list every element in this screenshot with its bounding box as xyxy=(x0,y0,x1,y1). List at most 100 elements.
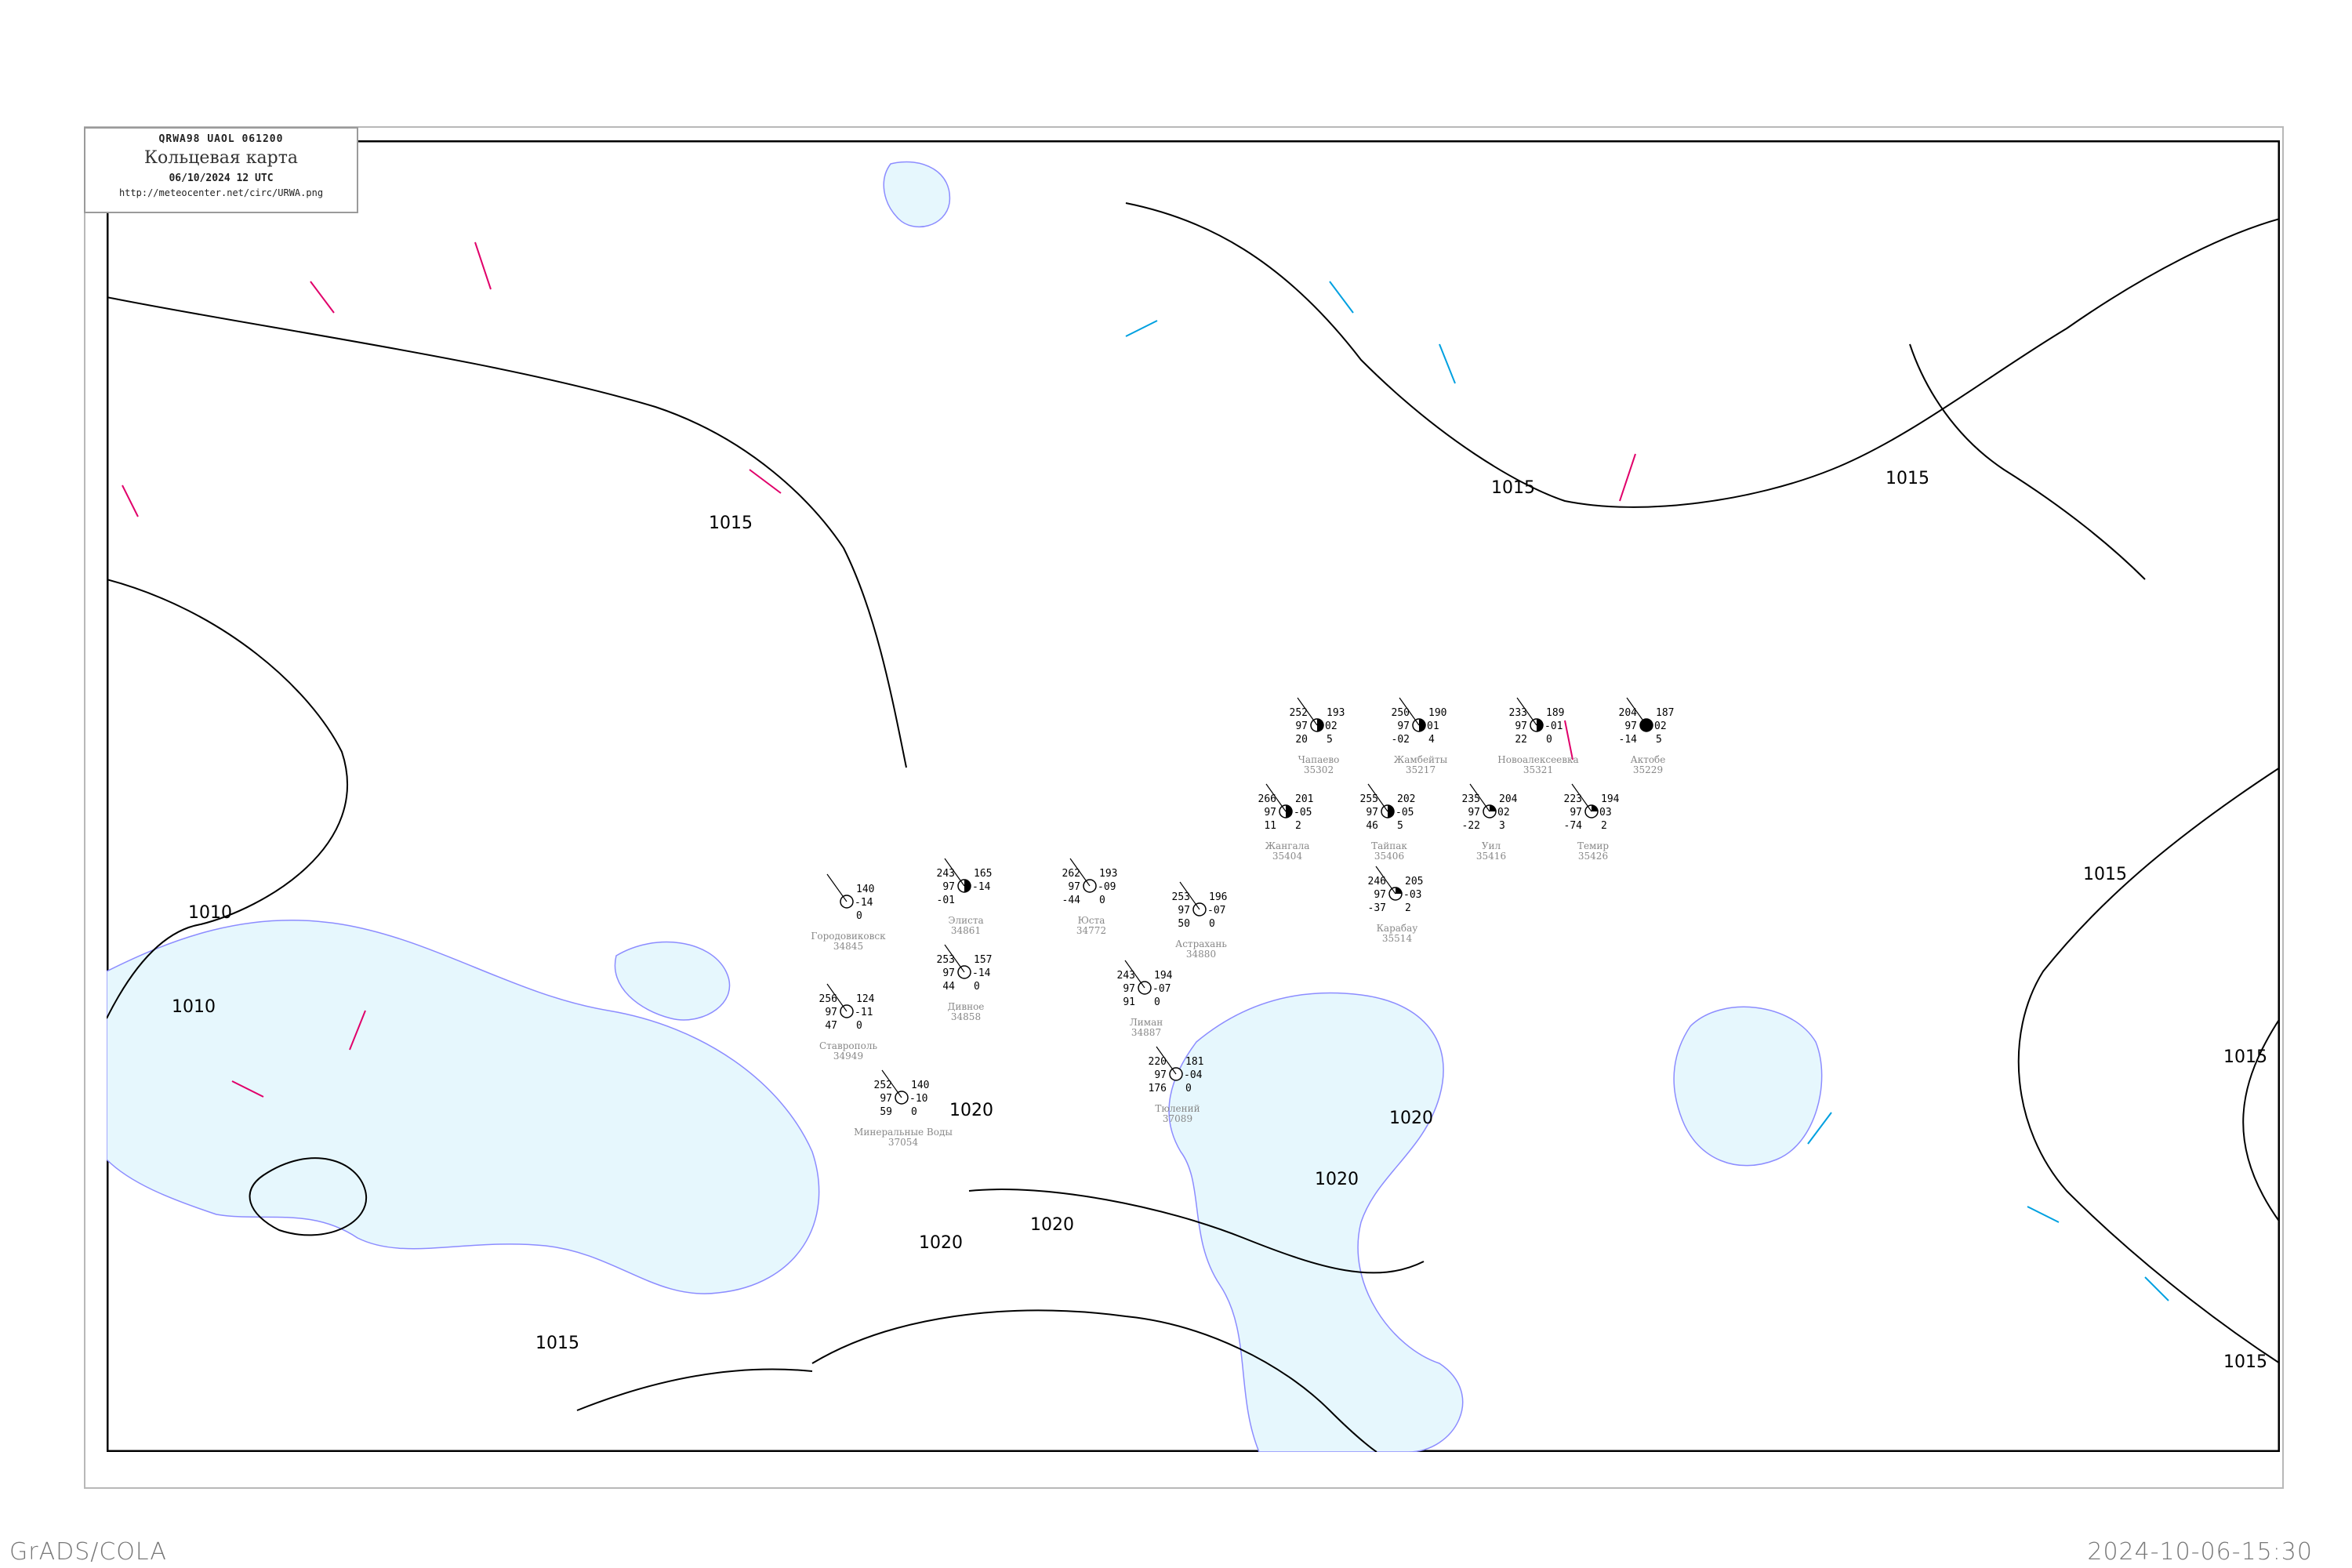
station-dp: -01 xyxy=(1544,720,1563,732)
station-pressure: 266 xyxy=(1258,793,1276,805)
station-dew: 91 xyxy=(1123,996,1135,1008)
station-tend: 190 xyxy=(1428,707,1446,719)
station-temp: 97 xyxy=(1123,983,1135,995)
source-url: http://meteocenter.net/circ/URWA.png xyxy=(118,187,324,198)
station-temp: 97 xyxy=(1468,807,1480,818)
station-temp: 97 xyxy=(1068,881,1080,893)
isobar-label: 1020 xyxy=(919,1233,963,1253)
station-tend: 193 xyxy=(1099,868,1117,880)
station-pressure: 243 xyxy=(937,868,955,880)
station-dp: 03 xyxy=(1599,807,1612,818)
isobar-label: 1015 xyxy=(535,1334,579,1353)
station-temp: 97 xyxy=(1624,720,1637,732)
station-dp: 02 xyxy=(1325,720,1338,732)
cloud-cover-quarter xyxy=(1592,805,1598,811)
station-dew: 176 xyxy=(1149,1083,1167,1094)
isobars xyxy=(107,202,2280,1452)
station-tend: 202 xyxy=(1397,793,1415,805)
station-dp: -14 xyxy=(972,881,991,893)
station-temp: 97 xyxy=(1397,720,1410,732)
isobar-label: 1015 xyxy=(1886,469,1929,488)
station-id: 35426 xyxy=(1578,851,1608,862)
map-header: QRWA98 UAOL 061200 Кольцевая карта 06/10… xyxy=(84,127,358,213)
wind-barb xyxy=(1156,1046,1177,1075)
station-id: 35321 xyxy=(1523,764,1553,775)
cloud-cover-quarter xyxy=(1490,805,1496,811)
cloud-cover-half xyxy=(1388,805,1394,818)
station-pressure: 253 xyxy=(937,954,955,966)
station-id: 34845 xyxy=(833,941,863,952)
station-temp: 97 xyxy=(1178,905,1190,916)
station-id: 34858 xyxy=(951,1011,981,1022)
station-dew: 50 xyxy=(1178,918,1190,930)
caspian-sea xyxy=(1168,992,1464,1452)
station-extra: 5 xyxy=(1397,820,1403,832)
station-name: Карабау xyxy=(1377,923,1418,934)
footer-software: GrADS/COLA xyxy=(9,1538,167,1566)
station-dew: 44 xyxy=(942,981,955,993)
wind-barb xyxy=(1399,697,1420,726)
station-tend: 187 xyxy=(1656,707,1674,719)
station-pressure: 243 xyxy=(1117,970,1135,982)
station-extra: 0 xyxy=(974,981,980,993)
station-id: 34887 xyxy=(1131,1027,1161,1038)
station-pressure: 235 xyxy=(1462,793,1480,805)
water-bodies xyxy=(107,161,1823,1452)
station-dp: 02 xyxy=(1654,720,1667,732)
wind-barb xyxy=(944,858,965,887)
station-dew: -37 xyxy=(1368,902,1386,914)
station-id: 35514 xyxy=(1382,933,1413,944)
station-dew: -02 xyxy=(1392,734,1410,746)
station-temp: 97 xyxy=(942,881,955,893)
station-extra: 3 xyxy=(1499,820,1505,832)
station-pressure: 252 xyxy=(874,1080,892,1091)
black-sea xyxy=(107,919,820,1294)
wind-barb xyxy=(1571,783,1592,812)
station-dp: -09 xyxy=(1098,881,1116,893)
station-dp: -10 xyxy=(909,1093,927,1105)
station-dp: -14 xyxy=(855,897,873,909)
cloud-cover-half xyxy=(1317,719,1323,731)
wind-barb xyxy=(1069,858,1091,887)
isobar-labels: 1010 1010 1015 1015 1015 1015 1015 1015 1015 1020… xyxy=(172,469,2267,1372)
station-name: Темир xyxy=(1577,840,1609,851)
wind-barb xyxy=(826,873,848,902)
station-tend: 201 xyxy=(1295,793,1313,805)
station-temp: 97 xyxy=(825,1007,837,1018)
station-extra: 0 xyxy=(1185,1083,1192,1094)
station-name: Тюлений xyxy=(1155,1103,1200,1114)
station-pressure: 223 xyxy=(1564,793,1582,805)
station-pressure: 246 xyxy=(1368,876,1386,887)
station-name: Жамбейты xyxy=(1394,754,1448,765)
isobar-label: 1015 xyxy=(1491,478,1535,498)
station-extra: 2 xyxy=(1295,820,1301,832)
station-tend: 196 xyxy=(1209,891,1227,903)
station-extra: 2 xyxy=(1405,902,1411,914)
bulletin-code: QRWA98 UAOL 061200 xyxy=(158,133,284,145)
isobar-label: 1020 xyxy=(1030,1215,1074,1235)
station-dp: -04 xyxy=(1184,1069,1203,1081)
station-id: 35406 xyxy=(1374,851,1404,862)
station-id: 35229 xyxy=(1633,764,1663,775)
map-title: Кольцевая карта xyxy=(143,148,298,168)
station-id: 35404 xyxy=(1272,851,1303,862)
wind-barb xyxy=(1626,697,1647,726)
station-tend: 193 xyxy=(1327,707,1345,719)
station-name: Юста xyxy=(1078,915,1105,926)
station-temp: 97 xyxy=(1366,807,1378,818)
station-extra: 0 xyxy=(856,910,862,922)
station-tend: 140 xyxy=(911,1080,929,1091)
station-pressure: 233 xyxy=(1509,707,1527,719)
station-id: 37089 xyxy=(1163,1113,1192,1124)
station-dew: -74 xyxy=(1564,820,1583,832)
station-pressure: 253 xyxy=(1172,891,1190,903)
station-name: Городовиковск xyxy=(811,931,886,942)
station-tend: 165 xyxy=(974,868,992,880)
